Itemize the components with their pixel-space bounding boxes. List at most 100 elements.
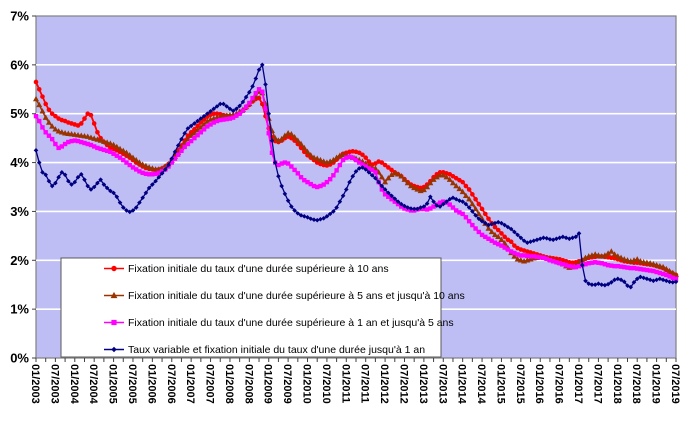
- square-marker: [457, 210, 462, 215]
- diamond-marker: [437, 204, 443, 209]
- square-marker: [360, 162, 365, 167]
- square-marker: [234, 113, 239, 118]
- diamond-marker: [137, 200, 142, 205]
- square-marker: [576, 263, 582, 269]
- x-axis-label: 01/2012: [378, 364, 390, 404]
- circle-marker: [91, 121, 97, 126]
- diamond-marker: [120, 205, 126, 210]
- square-marker: [295, 171, 301, 176]
- square-marker: [66, 139, 71, 145]
- diamond-marker: [470, 209, 475, 214]
- diamond-marker: [486, 222, 491, 228]
- square-marker: [247, 100, 252, 106]
- diamond-marker: [192, 121, 197, 126]
- square-marker: [622, 264, 627, 270]
- triangle-marker: [582, 254, 589, 261]
- diamond-marker: [117, 200, 123, 205]
- triangle-marker: [601, 252, 608, 258]
- diamond-marker: [353, 169, 359, 174]
- square-marker: [382, 192, 388, 197]
- square-marker: [399, 204, 404, 209]
- diamond-marker: [360, 165, 365, 170]
- diamond-marker: [424, 201, 430, 206]
- triangle-marker: [113, 143, 120, 150]
- square-marker: [615, 263, 621, 269]
- diamond-marker: [476, 216, 482, 222]
- square-marker: [56, 145, 61, 151]
- circle-marker: [195, 123, 200, 129]
- square-marker: [282, 160, 288, 165]
- square-marker: [75, 138, 81, 144]
- circle-marker: [363, 155, 368, 160]
- square-marker: [441, 199, 446, 204]
- diamond-marker: [301, 214, 307, 219]
- diamond-marker: [379, 183, 385, 189]
- triangle-marker: [136, 159, 143, 165]
- square-marker: [137, 169, 142, 174]
- square-marker: [570, 264, 575, 269]
- square-marker: [221, 117, 226, 122]
- square-marker: [596, 260, 601, 265]
- triangle-marker: [139, 161, 146, 167]
- triangle-marker: [385, 175, 392, 181]
- diamond-marker: [392, 196, 398, 202]
- diamond-marker: [625, 283, 630, 288]
- diamond-marker: [631, 279, 637, 285]
- diamond-marker: [230, 108, 236, 114]
- square-marker: [318, 183, 323, 189]
- square-marker: [69, 138, 74, 144]
- square-marker: [195, 133, 200, 138]
- triangle-marker: [107, 140, 114, 146]
- diamond-marker: [337, 199, 343, 204]
- square-marker: [541, 255, 546, 261]
- diamond-marker: [305, 214, 310, 220]
- diamond-marker: [431, 199, 436, 204]
- triangle-marker: [133, 156, 140, 163]
- diamond-marker: [214, 104, 220, 109]
- triangle-marker: [427, 179, 434, 186]
- diamond-marker: [66, 178, 71, 184]
- diamond-marker: [91, 184, 97, 190]
- square-marker: [43, 130, 48, 135]
- diamond-marker: [156, 174, 162, 180]
- triangle-marker: [608, 248, 615, 254]
- diamond-marker: [641, 275, 646, 281]
- diamond-marker: [237, 103, 242, 109]
- triangle-marker: [307, 152, 314, 158]
- x-axis-label: 07/2003: [48, 364, 60, 404]
- diamond-marker: [182, 130, 187, 136]
- square-marker: [395, 201, 401, 207]
- square-marker: [392, 199, 397, 204]
- diamond-marker: [201, 113, 207, 119]
- triangle-marker: [333, 154, 340, 160]
- triangle-marker: [310, 154, 317, 160]
- square-marker: [266, 131, 271, 136]
- x-axis-label: 07/2005: [126, 364, 138, 404]
- diamond-marker: [444, 199, 449, 204]
- square-marker: [156, 170, 162, 176]
- diamond-marker: [453, 196, 459, 202]
- diamond-marker: [253, 76, 259, 81]
- diamond-marker: [334, 205, 339, 210]
- diamond-marker: [402, 203, 407, 209]
- square-marker: [489, 238, 494, 243]
- diamond-marker: [104, 185, 110, 191]
- square-marker: [347, 154, 352, 159]
- square-marker: [389, 197, 394, 202]
- triangle-marker: [592, 251, 599, 257]
- square-marker: [169, 160, 174, 165]
- triangle-marker: [278, 135, 285, 142]
- x-axis-label: 01/2019: [650, 364, 662, 404]
- square-marker: [447, 202, 452, 207]
- square-marker: [337, 162, 343, 168]
- square-marker: [573, 264, 578, 270]
- diamond-marker: [259, 62, 265, 68]
- diamond-marker: [428, 194, 433, 200]
- square-marker: [108, 149, 113, 155]
- triangle-marker: [647, 260, 654, 266]
- square-marker: [470, 222, 475, 228]
- square-marker: [609, 263, 614, 268]
- triangle-marker: [45, 119, 52, 125]
- triangle-marker: [401, 176, 408, 182]
- diamond-marker: [140, 195, 145, 201]
